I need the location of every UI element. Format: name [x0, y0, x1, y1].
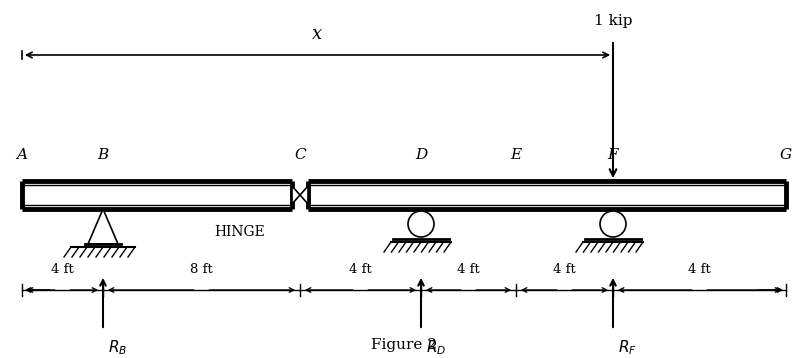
Text: D: D [415, 148, 427, 162]
Text: G: G [780, 148, 792, 162]
Text: $R_{B}$: $R_{B}$ [108, 338, 127, 357]
Circle shape [408, 211, 434, 237]
Text: HINGE: HINGE [215, 225, 265, 239]
Text: 4 ft: 4 ft [457, 263, 480, 276]
Text: B: B [98, 148, 108, 162]
Text: $R_{D}$: $R_{D}$ [426, 338, 446, 357]
Bar [22, 181, 292, 209]
Text: 1 kip: 1 kip [594, 14, 632, 28]
Circle shape [600, 211, 626, 237]
Text: 8 ft: 8 ft [190, 263, 213, 276]
Text: C: C [294, 148, 305, 162]
Text: 4 ft: 4 ft [688, 263, 711, 276]
Text: A: A [16, 148, 27, 162]
Text: 4 ft: 4 ft [553, 263, 576, 276]
Text: 4 ft: 4 ft [51, 263, 74, 276]
Text: x: x [313, 25, 322, 43]
Text: F: F [608, 148, 618, 162]
Text: $R_{F}$: $R_{F}$ [618, 338, 637, 357]
Text: Figure 2: Figure 2 [371, 338, 437, 352]
Text: E: E [511, 148, 521, 162]
Text: 4 ft: 4 ft [349, 263, 372, 276]
Polygon shape [88, 209, 118, 244]
Polygon shape [300, 186, 308, 204]
Polygon shape [292, 186, 300, 204]
Bar [308, 181, 786, 209]
